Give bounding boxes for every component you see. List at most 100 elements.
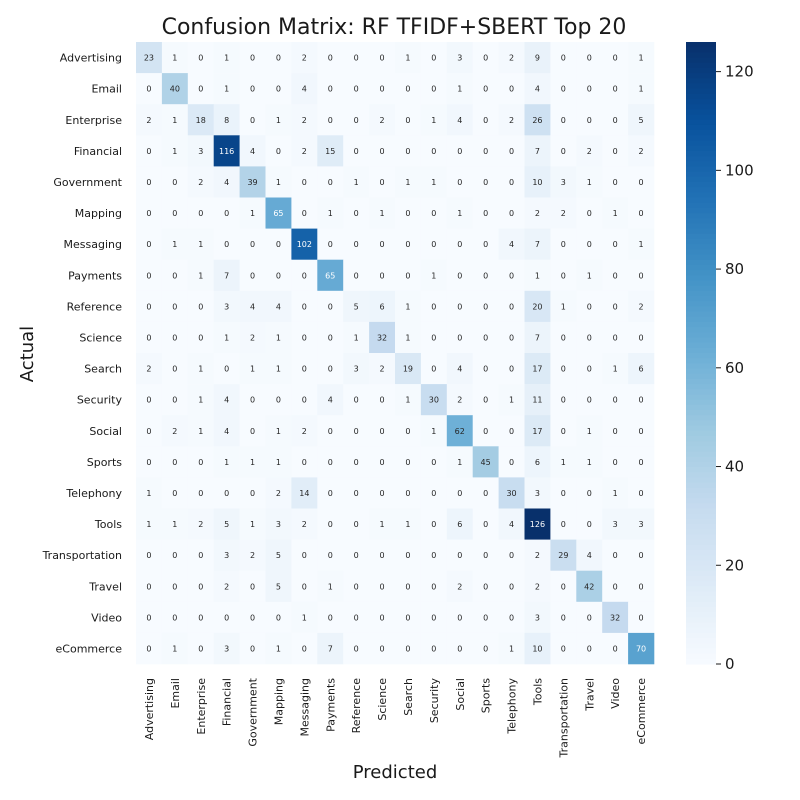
colorbar-segment xyxy=(686,420,716,427)
cell-value-label: 1 xyxy=(405,333,410,342)
row-tick-label: Transportation xyxy=(42,549,122,562)
heatmap-cell xyxy=(343,477,370,509)
cell-value-label: 2 xyxy=(535,551,540,560)
heatmap-cell xyxy=(602,166,629,198)
cell-value-label: 1 xyxy=(250,365,255,374)
cell-value-label: 0 xyxy=(224,365,229,374)
heatmap-cell xyxy=(291,259,318,292)
cell-value-label: 0 xyxy=(380,458,385,467)
cell-value-label: 1 xyxy=(146,489,151,498)
heatmap-cell xyxy=(472,353,499,385)
heatmap-cell xyxy=(265,384,292,416)
cell-value-label: 1 xyxy=(276,427,281,436)
column-tick-label: Transportation xyxy=(557,678,570,758)
cell-value-label: 0 xyxy=(431,302,436,311)
heatmap-cell xyxy=(161,135,189,167)
cell-value-label: 0 xyxy=(380,427,385,436)
colorbar-segment xyxy=(686,389,716,396)
heatmap-cell xyxy=(420,290,448,323)
colorbar-segment xyxy=(686,596,716,603)
heatmap-cell xyxy=(136,446,163,478)
cell-value-label: 4 xyxy=(535,85,540,94)
colorbar-segment xyxy=(686,223,716,230)
cell-value-label: 102 xyxy=(297,240,312,249)
cell-value-label: 0 xyxy=(587,333,592,342)
heatmap-cell xyxy=(291,73,318,105)
heatmap-cell xyxy=(498,259,525,292)
heatmap-cell xyxy=(576,290,603,323)
cell-value-label: 1 xyxy=(613,209,618,218)
column-tick-label: eCommerce xyxy=(635,678,648,745)
cell-value-label: 2 xyxy=(639,302,644,311)
heatmap-cell xyxy=(420,601,448,634)
cell-value-label: 0 xyxy=(146,427,151,436)
heatmap-cell xyxy=(136,259,163,292)
heatmap-cell xyxy=(498,601,525,634)
heatmap-cell xyxy=(472,321,499,354)
heatmap-cell xyxy=(395,446,422,478)
cell-value-label: 0 xyxy=(613,458,618,467)
cell-value-label: 0 xyxy=(328,240,333,249)
colorbar-segment xyxy=(686,477,716,484)
column-tick-label: Advertising xyxy=(143,678,156,740)
cell-value-label: 1 xyxy=(250,458,255,467)
heatmap-cell xyxy=(576,384,603,416)
heatmap-cell xyxy=(343,446,370,478)
heatmap-cell xyxy=(472,73,499,105)
cell-value-label: 0 xyxy=(509,333,514,342)
cell-value-label: 0 xyxy=(146,613,151,622)
heatmap-cell xyxy=(472,166,499,198)
heatmap-cell xyxy=(317,290,344,323)
heatmap-cell xyxy=(187,197,214,229)
heatmap-cell xyxy=(187,321,214,354)
heatmap-cell xyxy=(369,508,396,540)
heatmap-cell xyxy=(550,321,577,354)
heatmap-cell xyxy=(369,632,396,665)
heatmap-cell xyxy=(136,135,163,167)
cell-value-label: 65 xyxy=(273,209,283,218)
heatmap-cell xyxy=(161,228,189,260)
cell-value-label: 0 xyxy=(587,209,592,218)
cell-value-label: 2 xyxy=(639,147,644,156)
cell-value-label: 2 xyxy=(302,116,307,125)
cell-value-label: 0 xyxy=(639,396,644,405)
heatmap-cell xyxy=(524,446,551,478)
colorbar-segment xyxy=(686,166,716,173)
cell-value-label: 1 xyxy=(405,520,410,529)
heatmap-cell xyxy=(161,632,189,665)
heatmap-cell xyxy=(317,321,344,354)
colorbar-segment xyxy=(686,601,716,608)
heatmap-cell xyxy=(576,632,603,665)
colorbar-segment xyxy=(686,430,716,437)
cell-value-label: 7 xyxy=(328,644,333,653)
colorbar-segment xyxy=(686,399,716,406)
colorbar-segment xyxy=(686,135,716,142)
heatmap-cell xyxy=(239,166,266,198)
cell-value-label: 0 xyxy=(483,54,488,63)
colorbar-segment xyxy=(686,410,716,416)
cell-value-label: 1 xyxy=(457,209,462,218)
cell-value-label: 0 xyxy=(613,396,618,405)
row-tick-label: Reference xyxy=(67,300,123,313)
heatmap-cell xyxy=(265,446,292,478)
colorbar-segment xyxy=(686,524,716,530)
cell-value-label: 0 xyxy=(302,271,307,280)
cell-value-label: 0 xyxy=(276,147,281,156)
cell-value-label: 1 xyxy=(276,458,281,467)
heatmap-cell xyxy=(136,197,163,229)
colorbar-segment xyxy=(686,638,716,644)
heatmap-cell xyxy=(369,73,396,105)
row-tick-label: Telephony xyxy=(65,487,122,500)
heatmap-cell xyxy=(472,135,499,167)
heatmap-cell xyxy=(136,477,163,509)
heatmap-cell xyxy=(602,446,629,478)
heatmap-cell xyxy=(498,321,525,354)
cell-value-label: 5 xyxy=(276,582,281,591)
cell-value-label: 1 xyxy=(198,396,203,405)
heatmap-cell xyxy=(576,321,603,354)
heatmap-cell xyxy=(446,135,473,167)
cell-value-label: 0 xyxy=(405,644,410,653)
heatmap-cell xyxy=(239,290,266,323)
cell-value-label: 0 xyxy=(561,240,566,249)
heatmap-cell xyxy=(446,353,473,385)
